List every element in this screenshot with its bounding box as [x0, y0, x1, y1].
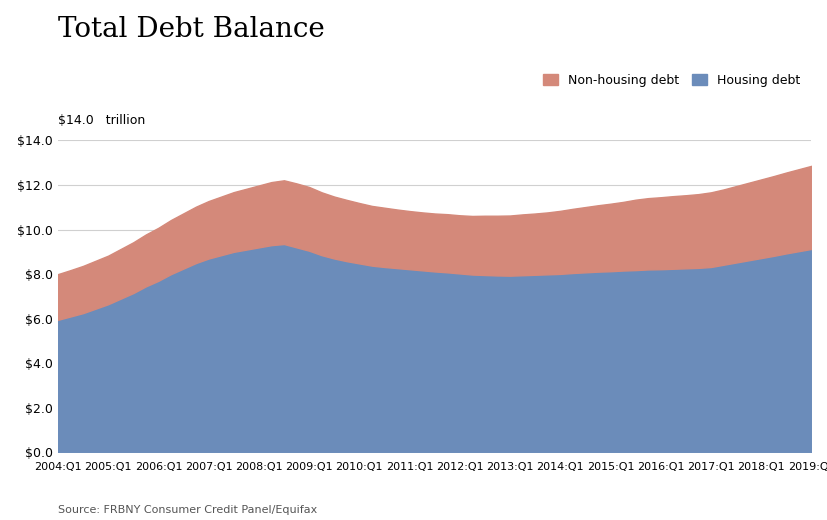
Text: Source: FRBNY Consumer Credit Panel/Equifax: Source: FRBNY Consumer Credit Panel/Equi… [58, 505, 317, 515]
Text: Total Debt Balance: Total Debt Balance [58, 16, 324, 43]
Legend: Non-housing debt, Housing debt: Non-housing debt, Housing debt [538, 69, 804, 92]
Text: $14.0   trillion: $14.0 trillion [58, 114, 145, 127]
